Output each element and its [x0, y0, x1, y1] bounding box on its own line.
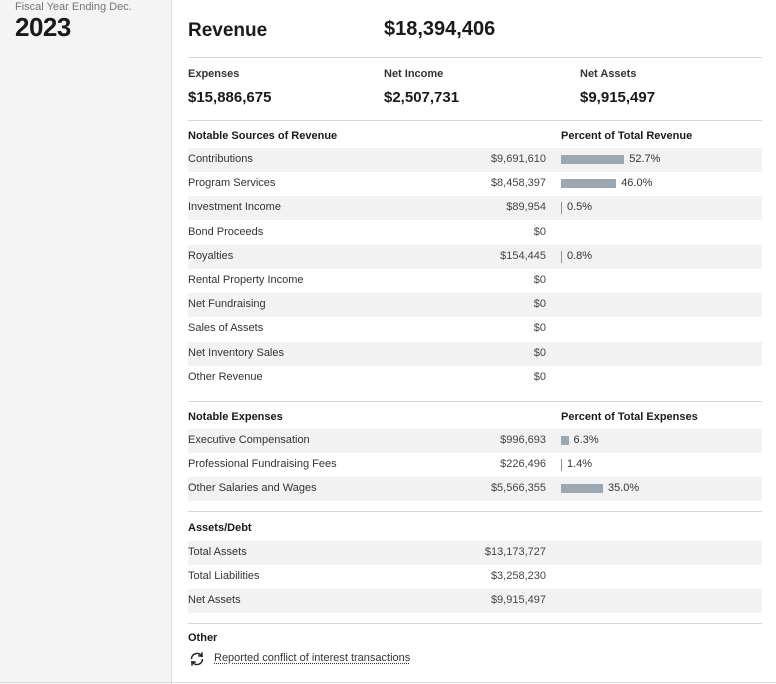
conflict-of-interest-link[interactable]: Reported conflict of interest transactio… — [214, 652, 411, 664]
revenue-percent-bar — [561, 155, 625, 164]
expense-percent-label: 35.0% — [608, 482, 640, 495]
revenue-row-label: Sales of Assets — [188, 322, 264, 335]
asset-row-amount: $13,173,727 — [484, 546, 546, 558]
asset-row-amount: $9,915,497 — [490, 594, 546, 607]
revenue-percent-label: 0.5% — [567, 201, 593, 214]
financial-details: Revenue $18,394,406 Expenses $15,886,675… — [172, 0, 776, 684]
asset-row-amount: $3,258,230 — [490, 570, 546, 583]
revenue-row-other-revenue: Other Revenue $0 — [188, 366, 762, 390]
other-section-title: Other — [188, 632, 218, 644]
revenue-value: $18,394,406 — [384, 18, 496, 40]
revenue-label: Revenue — [188, 20, 268, 41]
net-assets-value: $9,915,497 — [580, 89, 656, 106]
divider — [188, 57, 762, 58]
revenue-row-amount: $0 — [533, 322, 546, 335]
expenses-percent-title: Percent of Total Expenses — [561, 411, 698, 423]
revenue-row-amount: $0 — [533, 225, 546, 238]
expense-row-executive-compensation: Executive Compensation $996,693 6.3% — [188, 429, 762, 453]
revenue-row-amount: $9,691,610 — [490, 153, 546, 165]
asset-row-total-liabilities: Total Liabilities $3,258,230 — [188, 565, 762, 589]
revenue-row-program-services: Program Services $8,458,397 46.0% — [188, 172, 762, 196]
revenue-row-label: Investment Income — [188, 201, 281, 214]
revenue-row-label: Net Fundraising — [188, 298, 266, 311]
divider — [188, 120, 762, 121]
revenue-row-net-fundraising: Net Fundraising $0 — [188, 293, 762, 318]
revenue-row-label: Bond Proceeds — [188, 225, 264, 238]
revenue-row-label: Royalties — [188, 249, 234, 262]
revenue-row-rental-property-income: Rental Property Income $0 — [188, 269, 762, 293]
expense-percent-label: 1.4% — [567, 458, 593, 471]
revenue-percent-title: Percent of Total Revenue — [561, 130, 693, 142]
revenue-percent-label: 0.8% — [567, 249, 593, 262]
revenue-row-amount: $0 — [533, 298, 546, 311]
divider — [0, 682, 776, 683]
revenue-row-label: Program Services — [188, 177, 276, 190]
refresh-icon — [190, 652, 204, 666]
expense-row-professional-fundraising-fees: Professional Fundraising Fees $226,496 1.4… — [188, 453, 762, 477]
asset-row-label: Total Assets — [188, 546, 247, 558]
expense-row-amount: $5,566,355 — [490, 482, 546, 495]
net-assets-label: Net Assets — [580, 68, 637, 80]
revenue-row-amount: $0 — [533, 346, 546, 359]
expense-percent-bar — [561, 459, 562, 472]
revenue-row-royalties: Royalties $154,445 0.8% — [188, 244, 762, 269]
fiscal-year-label: Fiscal Year Ending Dec. — [15, 1, 132, 13]
expense-row-amount: $996,693 — [500, 434, 546, 446]
fiscal-year: 2023 — [15, 12, 71, 42]
expenses-label: Expenses — [188, 68, 240, 80]
expense-row-label: Executive Compensation — [188, 434, 310, 446]
expense-row-label: Other Salaries and Wages — [188, 482, 317, 495]
revenue-row-amount: $89,954 — [506, 201, 546, 214]
revenue-row-label: Net Inventory Sales — [188, 346, 284, 359]
assets-section-title: Assets/Debt — [188, 522, 252, 534]
expense-percent-bar — [561, 484, 603, 494]
asset-row-label: Net Assets — [188, 594, 241, 607]
expenses-value: $15,886,675 — [188, 89, 272, 106]
revenue-row-contributions: Contributions $9,691,610 52.7% — [188, 148, 762, 172]
revenue-row-amount: $0 — [533, 274, 546, 286]
revenue-percent-bar — [561, 250, 562, 263]
revenue-row-label: Contributions — [188, 153, 253, 165]
revenue-percent-label: 52.7% — [629, 153, 661, 165]
divider — [188, 511, 762, 512]
divider — [188, 623, 762, 624]
expense-percent-label: 6.3% — [573, 434, 599, 446]
revenue-row-bond-proceeds: Bond Proceeds $0 — [188, 221, 762, 245]
revenue-row-sales-of-assets: Sales of Assets $0 — [188, 317, 762, 341]
revenue-row-label: Rental Property Income — [188, 274, 304, 286]
revenue-row-amount: $154,445 — [500, 249, 546, 262]
net-income-value: $2,507,731 — [384, 89, 460, 106]
fiscal-year-panel: Fiscal Year Ending Dec. 2023 — [0, 0, 172, 684]
asset-row-label: Total Liabilities — [188, 570, 260, 583]
revenue-percent-label: 46.0% — [621, 177, 653, 190]
asset-row-total-assets: Total Assets $13,173,727 — [188, 541, 762, 565]
revenue-row-label: Other Revenue — [188, 370, 263, 383]
revenue-section-title: Notable Sources of Revenue — [188, 130, 338, 142]
revenue-row-amount: $8,458,397 — [490, 177, 546, 190]
expense-percent-bar — [561, 436, 569, 445]
divider — [188, 401, 762, 402]
net-income-label: Net Income — [384, 68, 444, 80]
expenses-section-title: Notable Expenses — [188, 411, 283, 423]
revenue-percent-bar — [561, 202, 562, 215]
revenue-row-net-inventory-sales: Net Inventory Sales $0 — [188, 341, 762, 366]
revenue-row-investment-income: Investment Income $89,954 0.5% — [188, 196, 762, 221]
asset-row-net-assets: Net Assets $9,915,497 — [188, 589, 762, 614]
expense-row-other-salaries-and-wages: Other Salaries and Wages $5,566,355 35.0% — [188, 477, 762, 502]
revenue-percent-bar — [561, 179, 617, 189]
revenue-row-amount: $0 — [533, 370, 546, 383]
expense-row-label: Professional Fundraising Fees — [188, 458, 337, 471]
expense-row-amount: $226,496 — [500, 458, 546, 471]
